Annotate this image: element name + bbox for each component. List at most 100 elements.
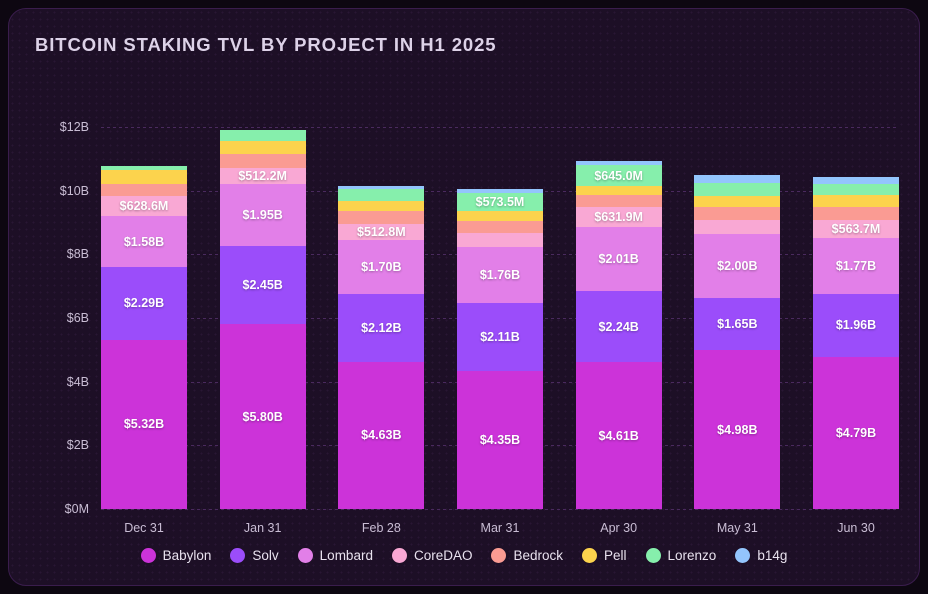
bar-segment-solv[interactable]: $1.96B	[813, 294, 899, 357]
segment-value-label: $628.6M	[119, 199, 169, 214]
bar-segment-b14g[interactable]	[694, 175, 781, 183]
bar-segment-babylon[interactable]: $5.80B	[219, 324, 306, 509]
segment-value-label: $645.0M	[594, 168, 643, 183]
bar-segment-lombard[interactable]: $1.58B	[101, 216, 187, 267]
segment-value-label: $573.5M	[475, 195, 525, 210]
legend-swatch-icon	[391, 548, 407, 563]
segment-value-label: $512.8M	[357, 224, 406, 239]
bar-segment-lombard[interactable]: $1.95B	[219, 184, 306, 247]
stacked-bar[interactable]: $4.61B $2.24B $2.01B $631.9M $645.0M Apr 30	[575, 161, 662, 535]
legend-swatch-icon	[230, 548, 246, 563]
bar-segment-solv[interactable]: $2.29B	[101, 266, 187, 340]
bar-segment-lorenzo[interactable]: $645.0M	[575, 165, 662, 186]
legend-item-b14g[interactable]: b14g	[735, 548, 787, 563]
bar-segment-lorenzo[interactable]	[338, 189, 425, 202]
bar-segment-babylon[interactable]: $4.63B	[338, 361, 425, 509]
legend-item-babylon[interactable]: Babylon	[140, 548, 212, 563]
stacked-bar[interactable]: $4.35B $2.11B $1.76B $573.5M Mar 31	[457, 189, 543, 535]
chart-legend: Babylon Solv Lombard CoreDAO Bedrock Pell Lore…	[9, 548, 919, 563]
bar-segment-coredao[interactable]: $512.8M	[338, 223, 425, 241]
x-axis-tick-label: Mar 31	[480, 521, 520, 535]
legend-swatch-icon	[297, 548, 313, 563]
bar-segment-lombard[interactable]: $2.01B	[575, 226, 662, 291]
bar-segment-lombard[interactable]: $2.00B	[694, 234, 781, 298]
legend-item-bedrock[interactable]: Bedrock	[491, 548, 563, 563]
stacked-bar[interactable]: $4.98B $1.65B $2.00B May 31	[694, 175, 781, 535]
legend-label: CoreDAO	[413, 548, 473, 563]
bar-segment-coredao[interactable]: $631.9M	[575, 206, 662, 227]
bar-segment-coredao[interactable]: $563.7M	[813, 219, 899, 238]
bar-segment-babylon[interactable]: $4.61B	[575, 362, 662, 509]
bar-segment-bedrock[interactable]	[694, 206, 781, 220]
stacked-bar[interactable]: $5.32B $2.29B $1.58B $628.6M Dec 31	[101, 165, 187, 535]
segment-value-label: $4.79B	[835, 425, 877, 440]
legend-item-pell[interactable]: Pell	[582, 548, 627, 563]
bar-segment-lorenzo[interactable]	[101, 165, 187, 170]
bar-segment-b14g[interactable]	[813, 177, 899, 184]
bar-segment-b14g[interactable]	[457, 189, 543, 194]
gridline: $0M	[65, 502, 899, 516]
stacked-bar[interactable]: $5.80B $2.45B $1.95B $512.2M Jan 31	[219, 130, 306, 535]
bar-segment-babylon[interactable]: $4.35B	[457, 370, 543, 509]
bar-segment-b14g[interactable]	[575, 161, 662, 166]
legend-item-lorenzo[interactable]: Lorenzo	[645, 548, 716, 563]
segment-value-label: $631.9M	[594, 209, 643, 224]
legend-item-lombard[interactable]: Lombard	[297, 548, 373, 563]
bar-segment-solv[interactable]: $2.45B	[219, 246, 306, 325]
x-axis-tick-label: Dec 31	[124, 521, 164, 535]
x-axis-tick-label: Feb 28	[361, 521, 401, 535]
legend-item-coredao[interactable]: CoreDAO	[391, 548, 473, 563]
bar-segment-pell[interactable]	[338, 201, 425, 211]
bar-segment-bedrock[interactable]	[219, 154, 306, 169]
bar-segment-coredao[interactable]	[457, 233, 543, 248]
segment-value-label: $2.00B	[717, 259, 758, 274]
y-axis-tick-label: $4B	[66, 374, 89, 389]
bar-segment-coredao[interactable]: $512.2M	[219, 168, 306, 185]
bar-segment-bedrock[interactable]	[575, 195, 662, 207]
bar-segment-lombard[interactable]: $1.77B	[813, 237, 899, 295]
bar-segment-pell[interactable]	[219, 141, 306, 155]
bar-segment-lorenzo[interactable]	[694, 182, 781, 196]
legend-item-solv[interactable]: Solv	[230, 548, 279, 563]
legend-label: Lombard	[319, 548, 373, 563]
legend-label: Solv	[252, 548, 279, 563]
legend-label: Babylon	[162, 548, 212, 563]
bar-segment-lombard[interactable]: $1.70B	[338, 240, 425, 295]
bar-segment-solv[interactable]: $2.24B	[575, 290, 662, 363]
bar-segment-solv[interactable]: $2.11B	[457, 303, 543, 371]
bar-segment-lorenzo[interactable]: $573.5M	[457, 193, 543, 212]
bar-segment-bedrock[interactable]	[338, 211, 425, 224]
bar-segment-lorenzo[interactable]	[813, 183, 899, 196]
chart-card: BITCOIN STAKING TVL BY PROJECT IN H1 202…	[8, 8, 920, 586]
bar-segment-pell[interactable]	[575, 185, 662, 196]
bar-segment-lorenzo[interactable]	[219, 130, 306, 142]
stacked-bar[interactable]: $4.63B $2.12B $1.70B $512.8M Feb 28	[338, 186, 425, 535]
bar-segment-bedrock[interactable]	[457, 221, 543, 234]
bar-segment-babylon[interactable]: $4.98B	[694, 350, 781, 509]
bar-segment-solv[interactable]: $2.12B	[338, 294, 425, 362]
stacked-bar[interactable]: $4.79B $1.96B $1.77B $563.7M Jun 30	[813, 177, 899, 535]
bar-segment-pell[interactable]	[694, 195, 781, 207]
bar-segment-pell[interactable]	[101, 169, 187, 184]
chart-title: BITCOIN STAKING TVL BY PROJECT IN H1 202…	[35, 34, 497, 55]
segment-value-label: $5.32B	[123, 417, 165, 432]
bar-segment-bedrock[interactable]	[813, 207, 899, 220]
segment-value-label: $1.77B	[835, 258, 877, 273]
x-axis-tick-label: Jun 30	[837, 521, 875, 535]
segment-value-label: $2.01B	[598, 251, 639, 266]
bar-segment-b14g[interactable]	[338, 186, 425, 190]
legend-swatch-icon	[645, 548, 661, 563]
bar-segment-coredao[interactable]: $628.6M	[101, 196, 187, 217]
bar-segment-pell[interactable]	[813, 195, 899, 208]
segment-value-label: $4.63B	[361, 428, 402, 443]
segment-value-label: $4.61B	[598, 428, 639, 443]
bar-segment-lombard[interactable]: $1.76B	[457, 247, 543, 304]
y-axis-tick-label: $10B	[59, 183, 89, 198]
bar-segment-coredao[interactable]	[694, 219, 781, 235]
bar-segment-solv[interactable]: $1.65B	[694, 297, 781, 351]
bar-segment-babylon[interactable]: $4.79B	[813, 356, 899, 509]
y-axis-tick-label: $12B	[59, 120, 89, 134]
bar-segment-babylon[interactable]: $5.32B	[101, 339, 187, 509]
bar-segment-pell[interactable]	[457, 211, 543, 222]
bar-segment-bedrock[interactable]	[101, 183, 187, 197]
